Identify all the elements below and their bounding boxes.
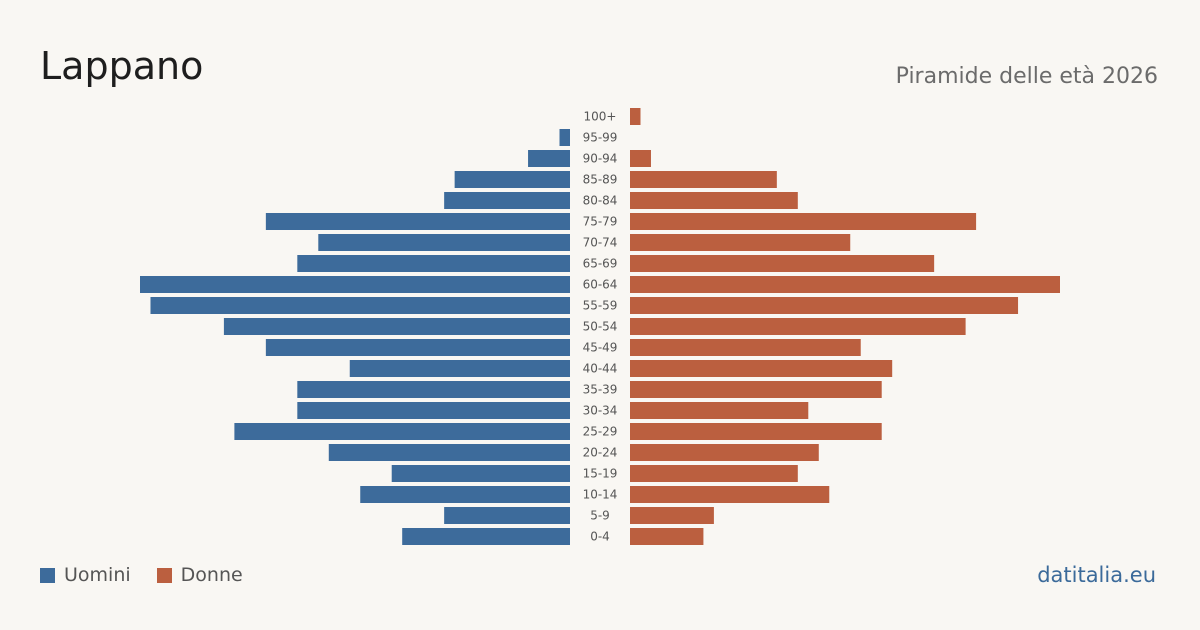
bar-men-20-24 <box>328 444 570 461</box>
legend-swatch-women <box>156 567 172 583</box>
bar-women-30-34 <box>630 402 809 419</box>
age-label-0-4: 0-4 <box>590 530 610 544</box>
age-label-30-34: 30-34 <box>583 404 618 418</box>
age-label-35-39: 35-39 <box>583 383 618 397</box>
age-label-70-74: 70-74 <box>583 236 618 250</box>
bar-women-90-94 <box>630 150 651 167</box>
age-label-5-9: 5-9 <box>590 509 610 523</box>
age-label-50-54: 50-54 <box>583 320 618 334</box>
bar-women-50-54 <box>630 318 966 335</box>
bar-women-25-29 <box>630 423 882 440</box>
bar-men-60-64 <box>140 276 570 293</box>
bar-women-85-89 <box>630 171 777 188</box>
bar-men-55-59 <box>150 297 571 314</box>
bar-men-30-34 <box>297 402 570 419</box>
bar-women-40-44 <box>630 360 893 377</box>
bar-women-15-19 <box>630 465 798 482</box>
bar-women-5-9 <box>630 507 714 524</box>
bar-men-65-69 <box>297 255 570 272</box>
bar-men-10-14 <box>360 486 570 503</box>
bar-men-25-29 <box>234 423 570 440</box>
legend-label-men: Uomini <box>64 564 131 586</box>
bar-men-90-94 <box>528 150 570 167</box>
page-title: Lappano <box>40 44 204 88</box>
bar-men-85-89 <box>454 171 570 188</box>
bar-women-55-59 <box>630 297 1019 314</box>
bar-women-35-39 <box>630 381 882 398</box>
age-label-20-24: 20-24 <box>583 446 618 460</box>
chart-legend: Uomini Donne <box>40 564 269 586</box>
bar-men-15-19 <box>391 465 570 482</box>
bar-women-100+ <box>630 108 641 125</box>
bar-men-95-99 <box>559 129 570 146</box>
bar-women-45-49 <box>630 339 861 356</box>
legend-item-men: Uomini <box>40 564 131 586</box>
bar-men-35-39 <box>297 381 570 398</box>
bar-men-75-79 <box>265 213 570 230</box>
bar-women-10-14 <box>630 486 830 503</box>
bar-women-70-74 <box>630 234 851 251</box>
age-label-75-79: 75-79 <box>583 215 618 229</box>
bar-women-75-79 <box>630 213 977 230</box>
age-label-90-94: 90-94 <box>583 152 618 166</box>
bar-men-80-84 <box>444 192 570 209</box>
age-label-10-14: 10-14 <box>583 488 618 502</box>
bar-men-0-4 <box>402 528 570 545</box>
bar-women-0-4 <box>630 528 704 545</box>
bar-men-5-9 <box>444 507 570 524</box>
age-label-85-89: 85-89 <box>583 173 618 187</box>
bar-women-80-84 <box>630 192 798 209</box>
age-label-65-69: 65-69 <box>583 257 618 271</box>
bar-women-60-64 <box>630 276 1060 293</box>
age-label-80-84: 80-84 <box>583 194 618 208</box>
bar-men-45-49 <box>265 339 570 356</box>
source-link[interactable]: datitalia.eu <box>1037 563 1156 587</box>
age-label-15-19: 15-19 <box>583 467 618 481</box>
age-label-40-44: 40-44 <box>583 362 618 376</box>
bar-men-50-54 <box>223 318 570 335</box>
bar-men-40-44 <box>349 360 570 377</box>
age-label-60-64: 60-64 <box>583 278 618 292</box>
bar-women-65-69 <box>630 255 935 272</box>
legend-swatch-men <box>40 567 55 583</box>
bar-men-70-74 <box>318 234 570 251</box>
age-label-55-59: 55-59 <box>583 299 618 313</box>
age-label-25-29: 25-29 <box>583 425 618 439</box>
legend-item-women: Donne <box>156 564 243 586</box>
age-label-100+: 100+ <box>584 110 617 124</box>
chart-subtitle: Piramide delle età 2026 <box>895 64 1158 89</box>
age-label-45-49: 45-49 <box>583 341 618 355</box>
bar-women-20-24 <box>630 444 819 461</box>
age-label-95-99: 95-99 <box>583 131 618 145</box>
legend-label-women: Donne <box>180 564 243 586</box>
